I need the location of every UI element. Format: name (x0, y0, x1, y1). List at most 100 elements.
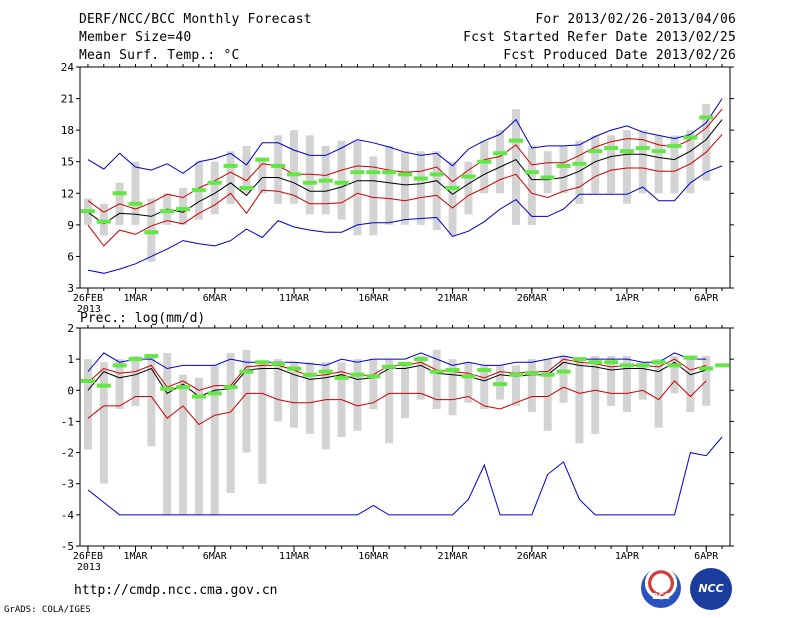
prec-spread-box (686, 359, 695, 413)
temp-median-marker (667, 143, 682, 148)
temp-spread-box (702, 103, 711, 181)
temp-y-tick-label: 6 (67, 250, 74, 263)
temp-y-tick-label: 9 (67, 219, 74, 232)
temp-y-tick-label: 21 (61, 93, 74, 106)
prec-spread-box (654, 359, 663, 428)
prec-spread-box (321, 362, 330, 450)
temp-x-tick-label: 16MAR (358, 293, 389, 304)
temp-spread-box (385, 145, 394, 225)
prec-median-marker (572, 357, 587, 362)
prec-year-label: 2013 (77, 562, 101, 573)
temp-spread-box (305, 135, 314, 215)
prec-median-marker (128, 357, 143, 362)
temp-y-tick-label: 15 (61, 156, 74, 169)
temp-median-marker (524, 170, 539, 175)
prec-spread-box (83, 359, 92, 450)
temp-spread-box (179, 188, 188, 225)
prec-y-tick-label: -5 (61, 540, 74, 553)
prec-median-marker (176, 385, 191, 390)
prec-spread-box (305, 362, 314, 434)
temp-spread-box (622, 130, 631, 204)
temp-spread-box (210, 161, 219, 215)
prec-spread-box (480, 365, 489, 409)
temp-median-marker (651, 149, 666, 154)
prec-median-marker (604, 360, 619, 365)
temp-median-marker (556, 163, 571, 168)
prec-median-marker (287, 366, 302, 371)
temp-median-marker (540, 175, 555, 180)
prec-spread-box (194, 377, 203, 515)
temp-median-marker (477, 159, 492, 164)
prec-upper-outer-line (87, 352, 707, 372)
prec-spread-box (401, 362, 409, 419)
temp-median-marker (318, 178, 333, 183)
temp-median-marker (604, 146, 619, 151)
temp-median-marker (80, 209, 95, 214)
temp-spread-box (337, 140, 346, 220)
prec-median-marker (699, 366, 714, 371)
prec-x-tick-label: 16MAR (358, 551, 389, 562)
prec-median-marker (223, 385, 238, 390)
prec-spread-box (290, 362, 299, 428)
temp-y-tick-label: 12 (61, 187, 74, 200)
prec-y-tick-label: -4 (61, 509, 75, 522)
prec-spread-box (527, 359, 536, 413)
temp-panel: 3 6 9 12 15 18 21 24 26FEB 1MAR 6MAR 11MAR 16MAR 21MA… (61, 61, 734, 315)
prec-spread-box (115, 359, 124, 409)
temp-spread-box (353, 140, 362, 236)
prec-spread-box (163, 352, 172, 515)
temp-spread-box (131, 161, 140, 225)
temp-year-label: 2013 (77, 304, 101, 315)
prec-median-marker (715, 363, 730, 368)
prec-median-marker (493, 382, 508, 387)
prec-median-marker (429, 369, 444, 374)
prec-median-marker (80, 378, 95, 383)
temp-x-tick-label: 1MAR (123, 293, 148, 304)
temp-median-marker (699, 115, 714, 120)
bcc-logo-text: BCC (652, 592, 670, 601)
temp-spread-box (638, 130, 647, 194)
prec-spread-box (575, 359, 584, 444)
temp-median-marker (287, 172, 302, 177)
temp-median-marker (461, 174, 476, 179)
temp-median-marker (176, 207, 191, 212)
prec-x-tick-label: 11MAR (279, 551, 310, 562)
prec-median-marker (271, 361, 286, 366)
prec-median-marker (556, 369, 571, 374)
temp-median-marker (445, 186, 460, 191)
prec-y-tick-label: -2 (61, 447, 74, 460)
forecast-started-date: Fcst Started Refer Date 2013/02/25 (463, 30, 736, 45)
prec-spread-box (511, 365, 520, 406)
temp-median-marker (144, 230, 159, 235)
prec-median-marker (667, 363, 682, 368)
source-url[interactable]: http://cmdp.ncc.cma.gov.cn (74, 583, 278, 598)
temp-spread-box (559, 145, 568, 194)
prec-median-marker (144, 354, 159, 359)
temp-median-marker (619, 149, 634, 154)
temp-spread-box (607, 135, 616, 194)
bcc-logo: BCC (641, 568, 681, 608)
prec-median-marker (413, 357, 428, 362)
temp-median-marker (302, 180, 317, 185)
prec-spread-box (432, 349, 441, 409)
temp-median-marker (128, 201, 143, 206)
temp-spread-box (274, 135, 283, 204)
prec-spread-box (258, 362, 267, 484)
member-size: Member Size=40 (79, 30, 192, 45)
temp-median-marker (635, 146, 650, 151)
prec-spread-box (559, 356, 568, 403)
prec-spread-box (131, 356, 140, 406)
prec-spread-box (226, 352, 235, 494)
prec-median-marker (651, 360, 666, 365)
temp-spread-box (226, 151, 235, 204)
prec-spread-box (210, 365, 219, 515)
temp-lower-inner-line (87, 134, 723, 247)
ncc-logo: NCC (690, 568, 732, 610)
temp-median-marker (350, 170, 365, 175)
prec-median-marker (477, 368, 492, 373)
temp-x-tick-label: 1APR (615, 293, 640, 304)
prec-spread-box (591, 356, 600, 434)
prec-spread-box (353, 359, 362, 431)
prec-x-tick-label: 1APR (615, 551, 640, 562)
temp-y-tick-label: 3 (67, 282, 74, 295)
